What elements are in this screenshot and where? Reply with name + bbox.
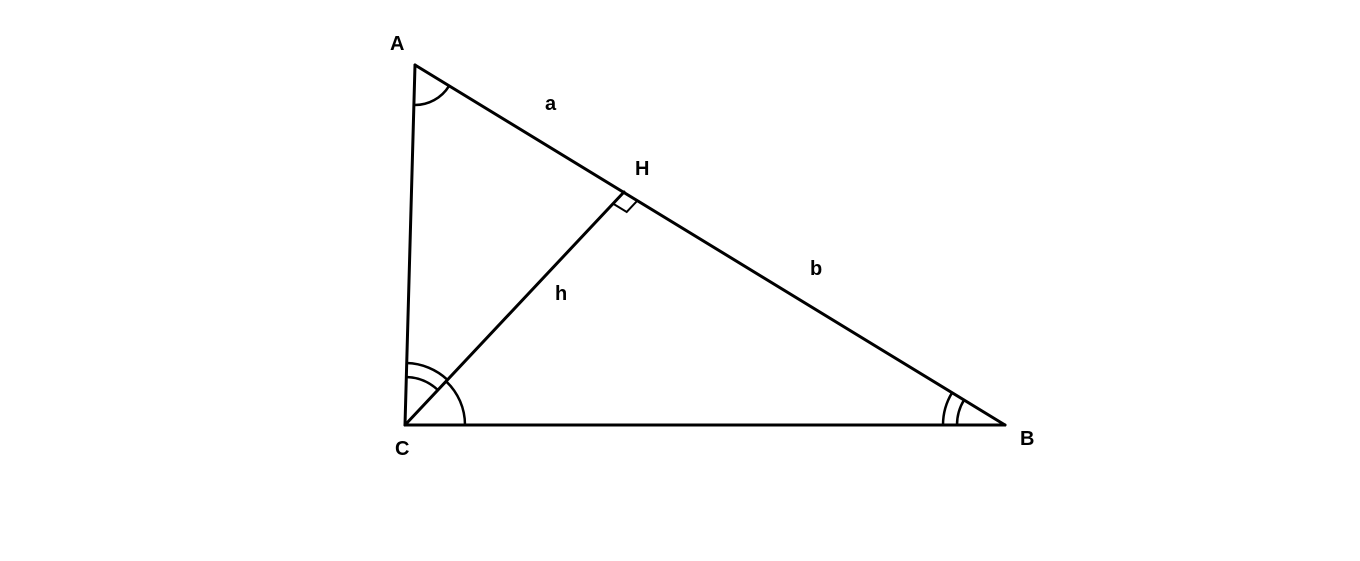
angle-arc-A	[414, 86, 449, 105]
label-vertex-C: C	[395, 438, 409, 460]
angle-arc-C-HCB	[446, 381, 465, 425]
angle-arc-B	[943, 393, 952, 425]
label-side-a: a	[545, 93, 557, 115]
label-vertex-B: B	[1020, 428, 1034, 450]
angle-arc-C-ACH	[406, 377, 438, 390]
label-side-b: b	[810, 258, 822, 280]
edge-AB	[415, 65, 1005, 425]
label-vertex-A: A	[390, 33, 404, 55]
triangle-diagram: A B C Ha b h	[0, 0, 1360, 561]
label-side-h: h	[555, 283, 567, 305]
angle-arc-B	[957, 400, 964, 425]
label-vertex-H: H	[635, 158, 649, 180]
right-angle-marker	[613, 200, 638, 212]
edge-CA	[405, 65, 415, 425]
